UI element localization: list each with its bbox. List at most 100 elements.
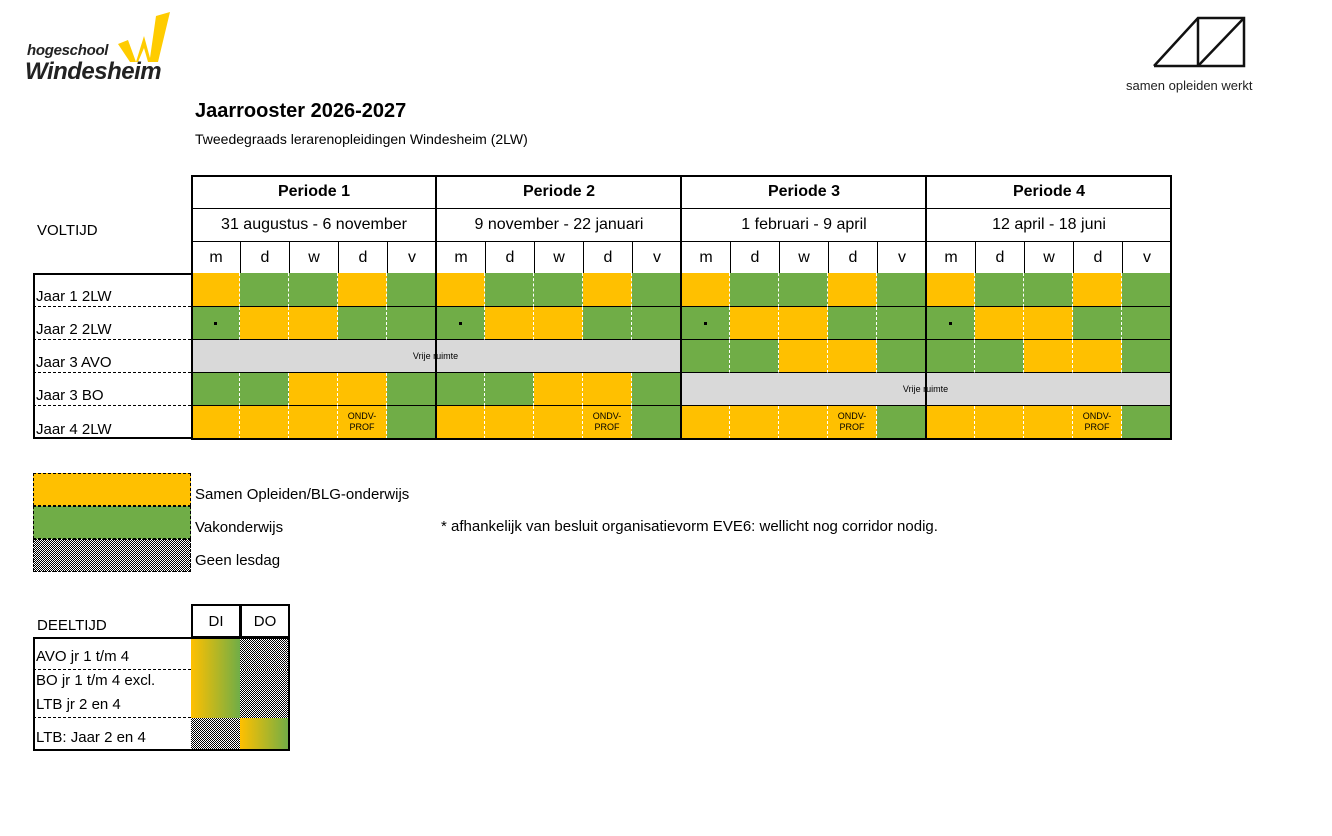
- day-header: d: [240, 241, 290, 274]
- deeltijd-label-line: BO jr 1 t/m 4 excl.: [36, 672, 156, 689]
- samen-opleiden-cell: ONDV- PROF: [828, 406, 877, 439]
- vakonderwijs-cell: [191, 373, 240, 406]
- geen-lesdag-cell: [191, 718, 240, 750]
- samen-opleiden-cell: ONDV- PROF: [1073, 406, 1122, 439]
- samen-opleiden-cell: [485, 307, 534, 340]
- vakonderwijs-cell: [730, 340, 779, 373]
- legend-label: Geen lesdag: [195, 552, 281, 569]
- legend-note: * afhankelijk van besluit organisatievor…: [441, 518, 938, 535]
- vakonderwijs-cell: [779, 273, 828, 307]
- legend-label: Samen Opleiden/BLG-onderwijs: [195, 486, 410, 503]
- samen-opleiden-cell: [779, 307, 828, 340]
- vakonderwijs-cell: [926, 340, 975, 373]
- samen-opleiden-cell: [338, 373, 387, 406]
- vakonderwijs-cell: [632, 373, 681, 406]
- day-header: d: [975, 241, 1025, 274]
- period-header: Periode 3: [681, 175, 927, 209]
- samen-opleiden-cell: [681, 273, 730, 307]
- vakonderwijs-cell: [975, 340, 1024, 373]
- deeltijd-label-line: AVO jr 1 t/m 4: [36, 648, 130, 665]
- samen-opleiden-cell: [730, 307, 779, 340]
- vakonderwijs-cell: [877, 340, 926, 373]
- vakonderwijs-cell: [632, 273, 681, 307]
- geen-lesdag-cell: [240, 637, 289, 670]
- lesdag-cell: [191, 637, 240, 670]
- day-header: v: [632, 241, 682, 274]
- samen-opleiden-cell: [1024, 406, 1073, 439]
- vakonderwijs-cell: [632, 307, 681, 340]
- period-divider: [925, 175, 927, 440]
- vakonderwijs-cell: [387, 307, 436, 340]
- row-label: Jaar 4 2LW: [36, 421, 112, 438]
- vakonderwijs-cell: [1122, 406, 1171, 439]
- period-header: Periode 2: [436, 175, 682, 209]
- samen-opleiden-cell: [730, 406, 779, 439]
- dot-mark: [458, 321, 462, 325]
- day-header: d: [1073, 241, 1123, 274]
- samen-opleiden-cell: ONDV- PROF: [338, 406, 387, 439]
- vakonderwijs-cell: [1073, 307, 1122, 340]
- samen-opleiden-cell: [926, 273, 975, 307]
- deeltijd-row-label: LTB: Jaar 2 en 4: [33, 718, 191, 750]
- period-header: Periode 1: [191, 175, 437, 209]
- samen-opleiden-icon: [1153, 16, 1246, 68]
- samen-opleiden-cell: [1024, 307, 1073, 340]
- samen-opleiden-cell: [1073, 340, 1122, 373]
- day-header: v: [1122, 241, 1172, 274]
- vakonderwijs-cell: [338, 307, 387, 340]
- legend-swatch: [33, 539, 191, 572]
- samen-opleiden-cell: ONDV- PROF: [583, 406, 632, 439]
- day-header: d: [583, 241, 633, 274]
- samen-opleiden-cell: [828, 340, 877, 373]
- dot-mark: [948, 321, 952, 325]
- samen-opleiden-cell: [191, 273, 240, 307]
- vakonderwijs-cell: [877, 307, 926, 340]
- samen-opleiden-cell: [583, 373, 632, 406]
- vakonderwijs-cell: [877, 406, 926, 439]
- logo-text-small: hogeschool: [27, 42, 109, 59]
- samen-opleiden-cell: [926, 406, 975, 439]
- vakonderwijs-cell: [436, 373, 485, 406]
- page-title: Jaarrooster 2026-2027: [195, 100, 407, 122]
- deeltijd-column-header: DI: [191, 604, 241, 638]
- vakonderwijs-cell: [1122, 307, 1171, 340]
- vakonderwijs-cell: [926, 307, 975, 340]
- day-header: m: [191, 241, 241, 274]
- day-header: d: [485, 241, 535, 274]
- samen-opleiden-cell: [828, 273, 877, 307]
- lesdag-cell: [191, 670, 240, 718]
- row-label: Jaar 3 BO: [33, 373, 191, 406]
- geen-lesdag-cell: [240, 670, 289, 718]
- day-header: w: [1024, 241, 1074, 274]
- samen-opleiden-cell: [289, 373, 338, 406]
- samen-opleiden-cell: [289, 307, 338, 340]
- row-label: Jaar 1 2LW: [33, 273, 191, 307]
- samen-opleiden-cell: [485, 406, 534, 439]
- windesheim-w-icon: [118, 12, 170, 62]
- period-divider: [435, 175, 437, 440]
- vakonderwijs-cell: [681, 307, 730, 340]
- vakonderwijs-cell: [632, 406, 681, 439]
- vakonderwijs-cell: [828, 307, 877, 340]
- day-header: w: [289, 241, 339, 274]
- samen-opleiden-cell: [289, 406, 338, 439]
- deeltijd-label: DEELTIJD: [37, 617, 107, 634]
- period-header: Periode 4: [926, 175, 1172, 209]
- samen-opleiden-cell: [779, 340, 828, 373]
- samen-opleiden-logo: samen opleiden werkt: [1120, 10, 1280, 100]
- vakonderwijs-cell: [240, 373, 289, 406]
- voltijd-label: VOLTIJD: [37, 222, 98, 239]
- samen-opleiden-cell: [779, 406, 828, 439]
- vakonderwijs-cell: [534, 273, 583, 307]
- legend-label: Vakonderwijs: [195, 519, 284, 536]
- samen-opleiden-cell: [436, 406, 485, 439]
- vakonderwijs-cell: [730, 273, 779, 307]
- vakonderwijs-cell: [1024, 273, 1073, 307]
- deeltijd-label-line: LTB jr 2 en 4: [36, 696, 121, 713]
- day-header: w: [779, 241, 829, 274]
- windesheim-logo: hogeschool Windesheim: [0, 0, 180, 90]
- samen-opleiden-cell: [975, 406, 1024, 439]
- day-header: m: [926, 241, 976, 274]
- samen-opleiden-cell: [534, 373, 583, 406]
- vakonderwijs-cell: [583, 307, 632, 340]
